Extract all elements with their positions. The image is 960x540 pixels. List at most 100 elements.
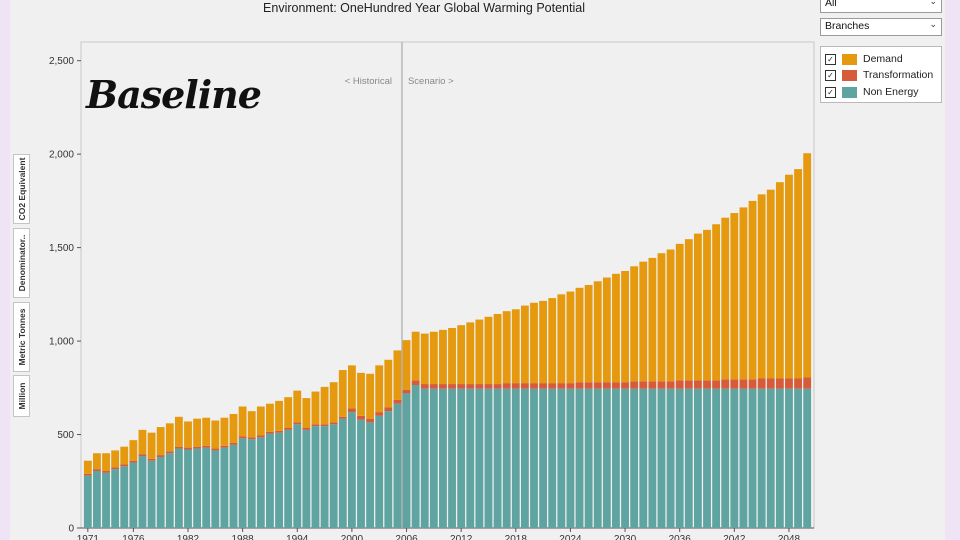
scope-dropdown[interactable]: All ⌄: [820, 0, 942, 13]
bar-non-energy: [302, 429, 311, 528]
bar-non-energy: [448, 388, 456, 528]
bar-non-energy: [402, 393, 411, 528]
legend-item-demand[interactable]: ✓ Demand: [825, 52, 903, 66]
bar-transformation: [648, 381, 657, 389]
bar-non-energy: [147, 460, 156, 528]
bar-demand: [612, 273, 620, 383]
bar-demand: [320, 386, 329, 425]
bar-demand: [429, 331, 438, 385]
bar-transformation: [520, 383, 529, 389]
legend-item-non-energy[interactable]: ✓ Non Energy: [825, 85, 918, 99]
bar-demand: [557, 294, 566, 384]
bar-transformation: [429, 384, 438, 389]
tab-co2-equivalent[interactable]: CO2 Equivalent: [13, 154, 30, 224]
bar-demand: [174, 416, 183, 447]
bar-non-energy: [493, 388, 502, 528]
bar-non-energy: [703, 388, 711, 528]
bar-transformation: [366, 418, 375, 423]
bar-demand: [375, 365, 384, 413]
bar-non-energy: [639, 388, 648, 528]
bar-transformation: [775, 378, 784, 389]
bar-demand: [311, 391, 320, 425]
bar-non-energy: [393, 403, 402, 528]
bar-non-energy: [657, 388, 666, 528]
bar-demand: [366, 373, 375, 419]
bar-demand: [275, 400, 283, 431]
bar-transformation: [165, 451, 174, 454]
chevron-down-icon: ⌄: [929, 0, 937, 6]
x-tick-label: 1976: [122, 534, 145, 540]
chart-title: Environment: OneHundred Year Global Warm…: [263, 1, 585, 15]
bar-transformation: [803, 377, 812, 389]
y-tick-label: 2,500: [49, 56, 74, 67]
bar-non-energy: [184, 449, 192, 528]
bar-demand: [693, 233, 702, 381]
bar-demand: [730, 213, 739, 380]
bar-transformation: [329, 422, 338, 425]
bar-demand: [184, 421, 192, 448]
x-tick-label: 2042: [723, 534, 746, 540]
bar-transformation: [703, 380, 711, 389]
bar-transformation: [457, 384, 466, 389]
bar-non-energy: [83, 475, 92, 528]
x-tick-label: 2018: [505, 534, 528, 540]
bar-demand: [266, 403, 274, 432]
bar-demand: [411, 331, 420, 381]
x-tick-label: 2024: [559, 534, 582, 540]
bar-demand: [466, 322, 475, 385]
bar-demand: [539, 300, 548, 384]
bar-demand: [211, 420, 220, 449]
x-tick-label: 2006: [395, 534, 418, 540]
bar-demand: [684, 239, 693, 381]
group-dropdown-value: Branches: [825, 20, 870, 32]
bar-non-energy: [202, 447, 211, 528]
bar-transformation: [612, 382, 620, 389]
bar-non-energy: [502, 388, 511, 528]
legend-item-transformation[interactable]: ✓ Transformation: [825, 68, 933, 82]
bar-non-energy: [284, 429, 293, 528]
bar-demand: [393, 350, 402, 400]
bar-transformation: [375, 412, 384, 416]
bar-transformation: [721, 379, 730, 389]
bar-demand: [93, 453, 101, 470]
x-tick-label: 2012: [450, 534, 473, 540]
bar-demand: [83, 460, 92, 474]
bar-non-energy: [165, 453, 174, 528]
bar-demand: [602, 277, 611, 383]
tab-denominator[interactable]: Denominator..: [13, 228, 30, 298]
bar-non-energy: [739, 388, 748, 528]
bar-transformation: [284, 427, 293, 430]
checkbox-checked-icon[interactable]: ✓: [825, 86, 836, 98]
checkbox-checked-icon[interactable]: ✓: [825, 53, 836, 65]
bar-demand: [502, 311, 511, 384]
bar-non-energy: [366, 422, 375, 528]
group-dropdown[interactable]: Branches ⌄: [820, 18, 942, 36]
legend-label: Demand: [863, 53, 903, 65]
bar-demand: [138, 429, 147, 455]
bar-transformation: [311, 424, 320, 427]
bar-transformation: [666, 381, 675, 389]
bar-non-energy: [584, 388, 593, 528]
x-tick-label: 1982: [177, 534, 200, 540]
bar-transformation: [411, 380, 420, 386]
bar-transformation: [466, 384, 475, 389]
tab-metric-tonnes[interactable]: Metric Tonnes: [13, 302, 30, 372]
bar-non-energy: [111, 469, 120, 528]
bar-non-energy: [229, 444, 238, 528]
bar-non-energy: [429, 388, 438, 528]
bar-non-energy: [375, 415, 384, 528]
checkbox-checked-icon[interactable]: ✓: [825, 69, 836, 81]
bar-transformation: [511, 383, 520, 389]
bar-transformation: [766, 378, 775, 389]
bar-transformation: [785, 378, 793, 389]
legend-label: Transformation: [863, 69, 934, 81]
tab-million[interactable]: Million: [13, 375, 30, 417]
bar-demand: [247, 411, 256, 438]
bar-transformation: [548, 383, 557, 389]
bar-non-energy: [721, 388, 730, 528]
bar-transformation: [302, 427, 311, 430]
bar-transformation: [338, 416, 347, 419]
bar-demand: [785, 174, 793, 379]
bar-transformation: [156, 455, 165, 457]
